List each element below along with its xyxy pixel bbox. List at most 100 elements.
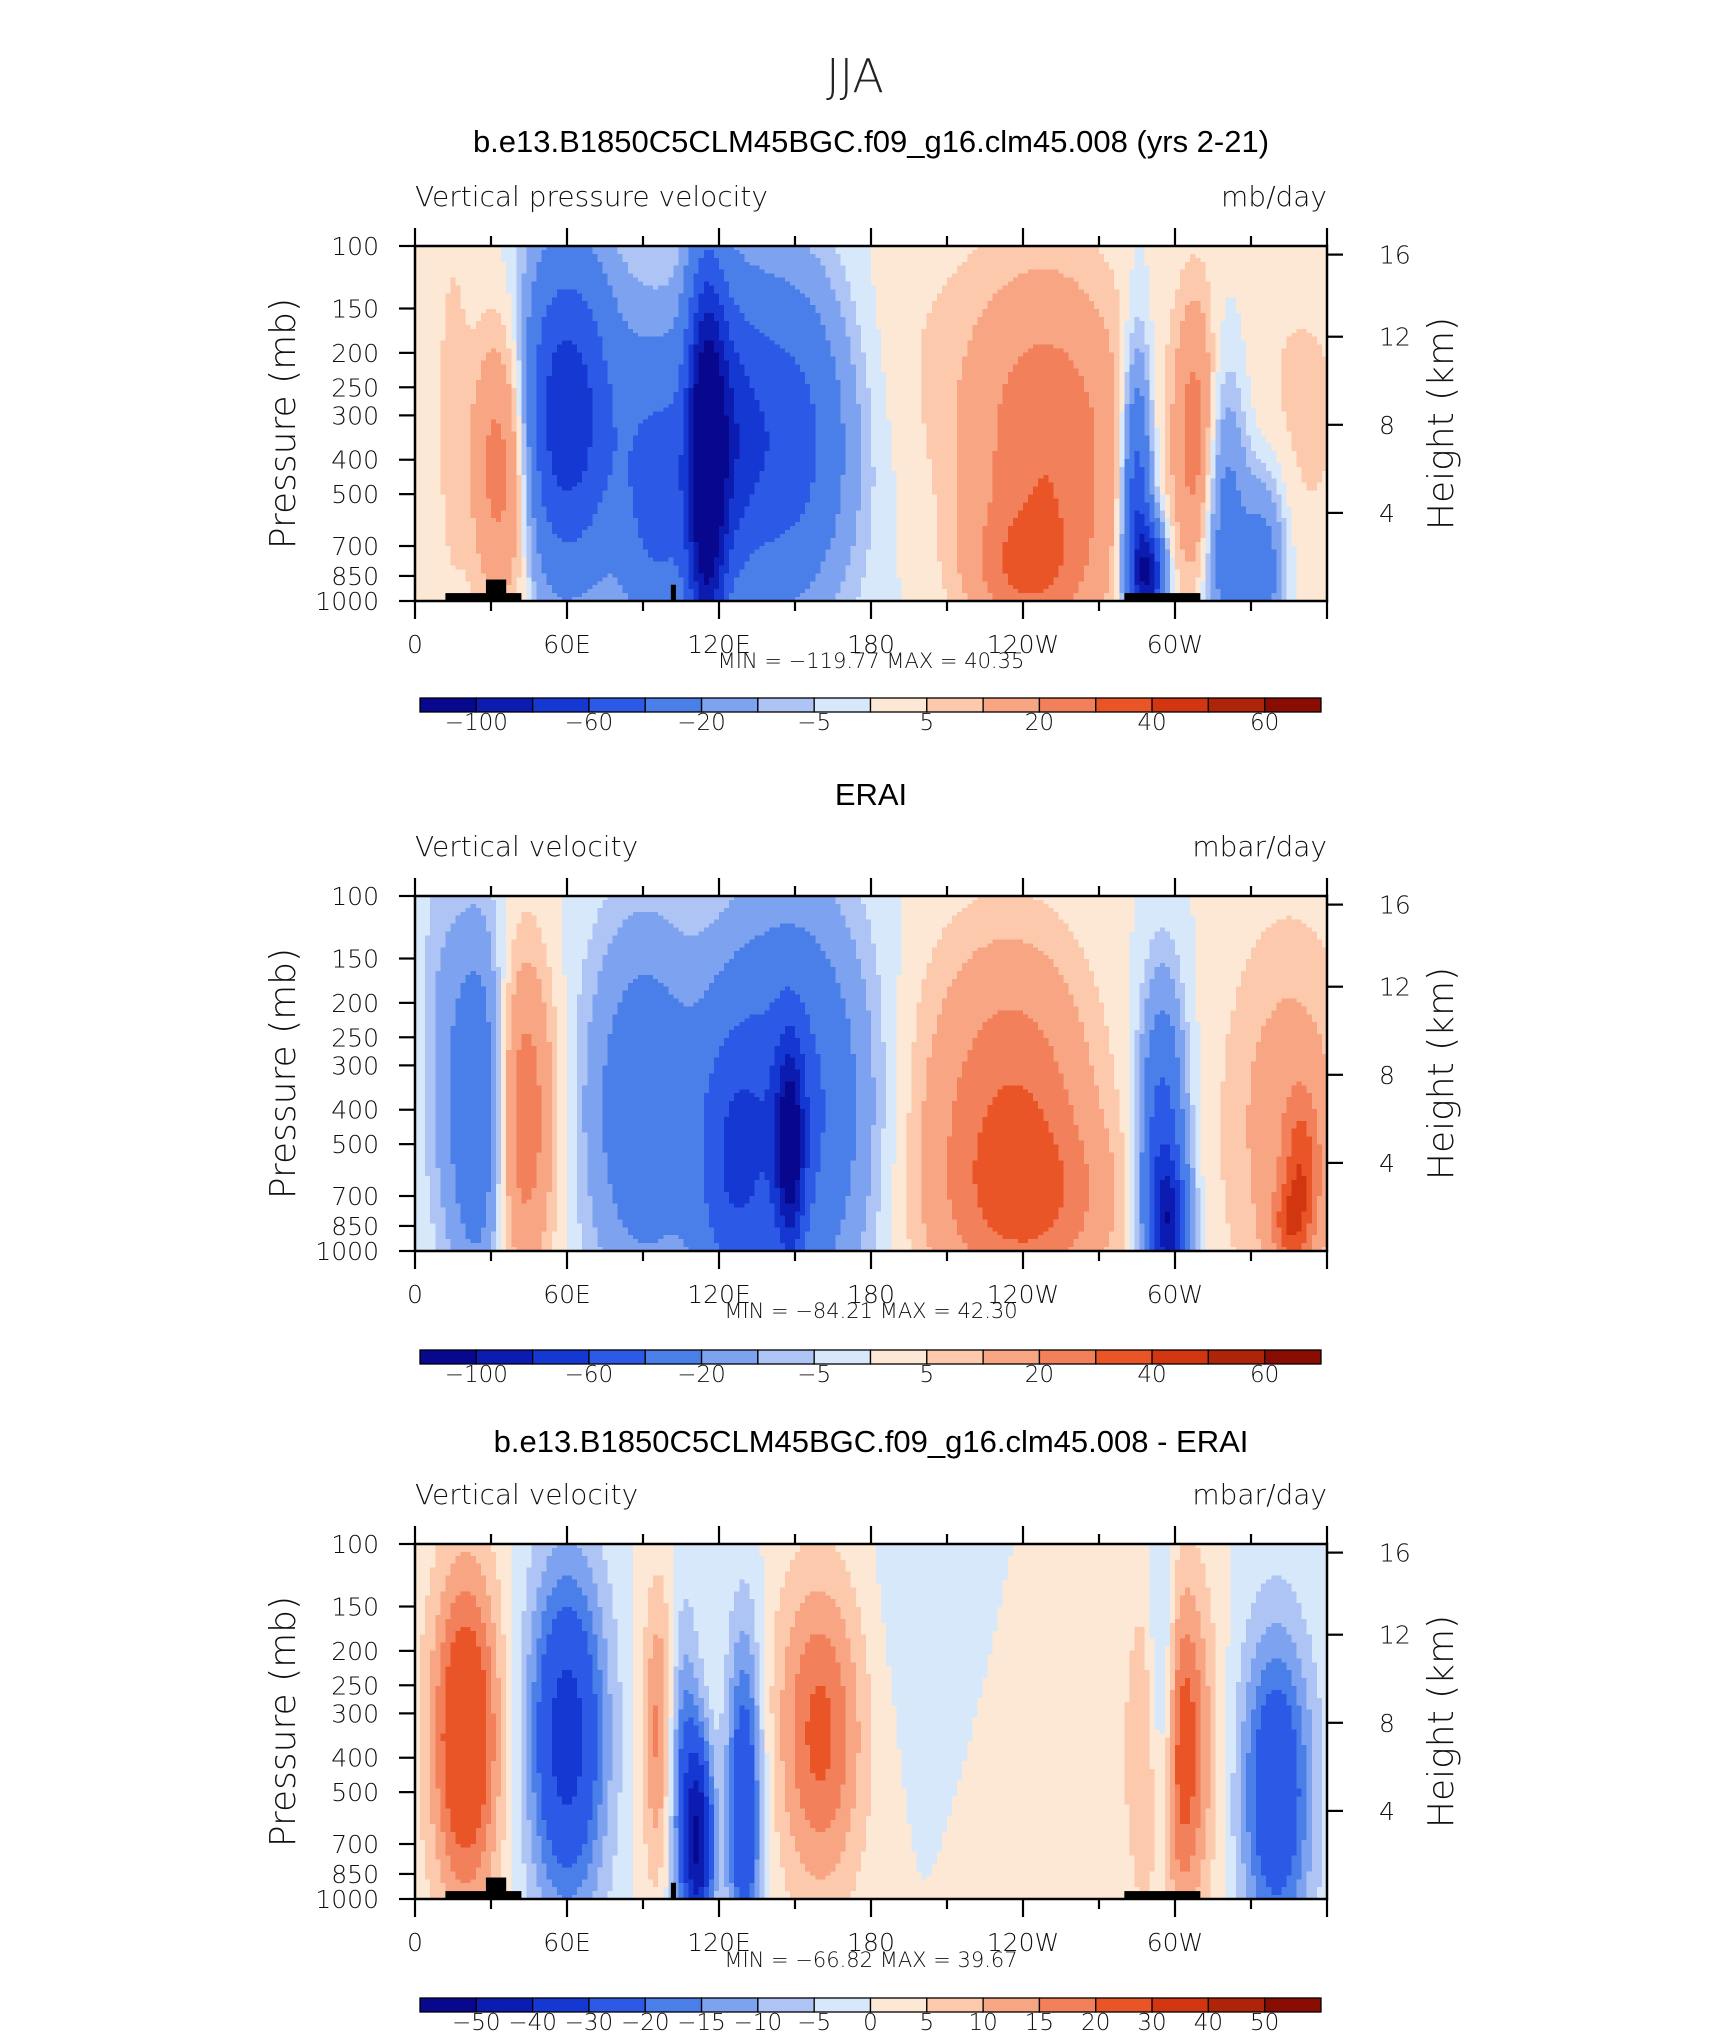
colorbar-label: 60 [1250, 1362, 1279, 1388]
colorbar-swatch [1264, 1997, 1322, 2013]
colorbar-label: −15 [677, 2010, 726, 2036]
y2-axis-title: Height (km) [1421, 967, 1462, 1180]
y2-tick-label: 4 [1379, 499, 1395, 528]
y-tick-label: 250 [331, 373, 379, 402]
colorbar: −50 −40 −30 −20 −15 −10 −5 0 5 10 15 20 30 40 50 [419, 1997, 1322, 2036]
x-tick-label: 120E [687, 630, 751, 659]
colorbar-label: −60 [565, 1362, 614, 1388]
x-tick-label: 60E [543, 630, 591, 659]
y2-tick-label: 4 [1379, 1797, 1395, 1826]
colorbar-label: 20 [1025, 1362, 1054, 1388]
colorbar-swatch [926, 1349, 984, 1365]
colorbar-label: −20 [677, 710, 726, 736]
y-tick-label: 400 [331, 1096, 379, 1125]
y-tick-label: 300 [331, 401, 379, 430]
units-label: mb/day [1221, 180, 1327, 213]
y2-tick-label: 8 [1379, 1709, 1395, 1738]
y-tick-label: 700 [331, 532, 379, 561]
y-tick-label: 500 [331, 1130, 379, 1159]
y-tick-label: 700 [331, 1182, 379, 1211]
colorbar-label: 5 [919, 2010, 934, 2036]
y-tick-label: 200 [331, 339, 379, 368]
colorbar-label: 15 [1025, 2010, 1054, 2036]
colorbar-label: −20 [677, 1362, 726, 1388]
y2-tick-label: 16 [1379, 891, 1411, 920]
colorbar-swatch [869, 1349, 928, 1365]
min-max-stats: MIN = −84.21 MAX = 42.30 [724, 1299, 1017, 1323]
x-tick-label: 180 [847, 1928, 895, 1957]
x-tick-label: 120E [687, 1280, 751, 1309]
y-tick-label: 400 [331, 1744, 379, 1773]
colorbar-swatch [869, 1997, 928, 2013]
colorbar-swatch [869, 697, 928, 713]
colorbar-swatch [926, 697, 984, 713]
panel-3: b.e13.B1850C5CLM45BGC.f09_g16.clm45.008 … [263, 1424, 1462, 2036]
colorbar-label: −100 [445, 1362, 508, 1388]
x-tick-label: 60E [543, 1280, 591, 1309]
colorbar-label: 60 [1250, 710, 1279, 736]
variable-label: Vertical velocity [415, 830, 638, 863]
x-tick-label: 120W [987, 1280, 1059, 1309]
units-label: mbar/day [1192, 830, 1327, 863]
y2-tick-label: 16 [1379, 241, 1411, 270]
heatmap-field [415, 1544, 1328, 1900]
colorbar-label: −20 [621, 2010, 670, 2036]
y-tick-label: 200 [331, 989, 379, 1018]
x-tick-label: 120W [987, 1928, 1059, 1957]
panel-title: ERAI [835, 777, 907, 812]
y-tick-label: 100 [331, 1530, 379, 1559]
colorbar-swatch [1264, 1349, 1322, 1365]
units-label: mbar/day [1192, 1478, 1327, 1511]
main-title: JJA [826, 49, 884, 103]
x-tick-label: 180 [847, 1280, 895, 1309]
y-tick-label: 500 [331, 480, 379, 509]
colorbar-label: −50 [452, 2010, 501, 2036]
min-max-stats: MIN = −119.77 MAX = 40.35 [718, 649, 1025, 673]
y-axis-title: Pressure (mb) [263, 1596, 304, 1847]
colorbar-label: −5 [797, 2010, 831, 2036]
colorbar-label: 5 [919, 1362, 934, 1388]
colorbar-label: 20 [1081, 2010, 1110, 2036]
y-tick-label: 150 [331, 945, 379, 974]
colorbar-label: 50 [1250, 2010, 1279, 2036]
colorbar-label: −5 [797, 710, 831, 736]
y-tick-label: 250 [331, 1023, 379, 1052]
colorbar-label: −100 [445, 710, 508, 736]
y2-tick-label: 16 [1379, 1539, 1411, 1568]
y-tick-label: 300 [331, 1699, 379, 1728]
colorbar-label: −40 [508, 2010, 557, 2036]
x-tick-label: 60W [1147, 630, 1204, 659]
y-tick-label: 1000 [315, 587, 379, 616]
y-tick-label: 850 [331, 1212, 379, 1241]
colorbar-label: 40 [1137, 710, 1166, 736]
y-tick-label: 200 [331, 1637, 379, 1666]
y-axis-title: Pressure (mb) [263, 948, 304, 1199]
y2-tick-label: 8 [1379, 1061, 1395, 1090]
colorbar-label: 30 [1137, 2010, 1166, 2036]
y2-tick-label: 12 [1379, 323, 1411, 352]
colorbar-swatch [1264, 697, 1322, 713]
min-max-stats: MIN = −66.82 MAX = 39.67 [724, 1948, 1017, 1972]
colorbar-label: 5 [919, 710, 934, 736]
y-tick-label: 1000 [315, 1237, 379, 1266]
x-tick-label: 60E [543, 1928, 591, 1957]
y-tick-label: 400 [331, 446, 379, 475]
colorbar-label: 40 [1137, 1362, 1166, 1388]
colorbar-label: 40 [1194, 2010, 1223, 2036]
y2-tick-label: 4 [1379, 1149, 1395, 1178]
y-axis-title: Pressure (mb) [263, 298, 304, 549]
y-tick-label: 100 [331, 232, 379, 261]
x-tick-label: 120E [687, 1928, 751, 1957]
y-tick-label: 150 [331, 295, 379, 324]
y-tick-label: 500 [331, 1778, 379, 1807]
x-tick-label: 0 [407, 1928, 423, 1957]
x-tick-label: 0 [407, 1280, 423, 1309]
x-tick-label: 60W [1147, 1280, 1204, 1309]
y-tick-label: 850 [331, 562, 379, 591]
panel-title: b.e13.B1850C5CLM45BGC.f09_g16.clm45.008 … [494, 1424, 1249, 1459]
colorbar: −100 −60 −20 −5 5 20 40 60 [419, 697, 1322, 736]
y-tick-label: 1000 [315, 1885, 379, 1914]
y2-tick-label: 12 [1379, 1621, 1411, 1650]
panel-1: b.e13.B1850C5CLM45BGC.f09_g16.clm45.008 … [263, 124, 1462, 736]
colorbar-label: −30 [565, 2010, 614, 2036]
